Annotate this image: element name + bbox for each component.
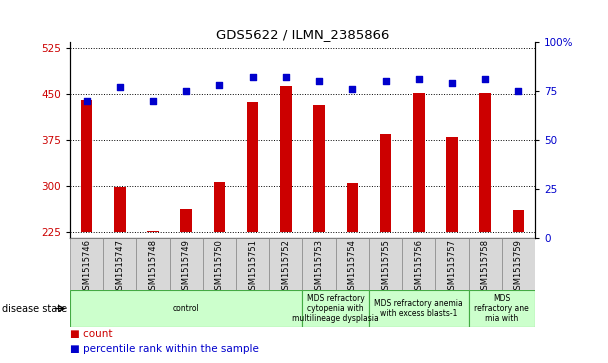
FancyBboxPatch shape — [302, 290, 369, 327]
Title: GDS5622 / ILMN_2385866: GDS5622 / ILMN_2385866 — [216, 28, 389, 41]
FancyBboxPatch shape — [103, 238, 136, 290]
Text: MDS refractory
cytopenia with
multilineage dysplasia: MDS refractory cytopenia with multilinea… — [292, 294, 379, 323]
Point — [115, 84, 125, 90]
Bar — [313, 105, 325, 232]
Text: GSM1515751: GSM1515751 — [248, 239, 257, 295]
Text: GSM1515752: GSM1515752 — [282, 239, 291, 295]
Text: control: control — [173, 304, 199, 313]
Text: GSM1515749: GSM1515749 — [182, 239, 191, 295]
Text: GSM1515753: GSM1515753 — [314, 239, 323, 295]
Point — [181, 88, 191, 94]
FancyBboxPatch shape — [302, 238, 336, 290]
Bar — [380, 134, 392, 232]
Text: MDS
refractory ane
mia with: MDS refractory ane mia with — [474, 294, 529, 323]
Text: GSM1515759: GSM1515759 — [514, 239, 523, 295]
FancyBboxPatch shape — [336, 238, 369, 290]
Bar — [213, 182, 225, 232]
Text: GSM1515747: GSM1515747 — [116, 239, 124, 295]
Text: GSM1515755: GSM1515755 — [381, 239, 390, 295]
FancyBboxPatch shape — [469, 290, 535, 327]
Text: GSM1515750: GSM1515750 — [215, 239, 224, 295]
Text: ■ count: ■ count — [70, 329, 112, 339]
FancyBboxPatch shape — [469, 238, 502, 290]
Bar — [413, 93, 424, 232]
Bar — [114, 187, 126, 232]
Point — [248, 74, 258, 80]
FancyBboxPatch shape — [236, 238, 269, 290]
Bar — [147, 231, 159, 232]
Point — [148, 98, 158, 103]
Point — [347, 86, 357, 92]
Point — [514, 88, 523, 94]
Bar — [247, 102, 258, 232]
Point — [314, 78, 324, 84]
FancyBboxPatch shape — [402, 238, 435, 290]
Text: GSM1515758: GSM1515758 — [481, 239, 489, 295]
FancyBboxPatch shape — [203, 238, 236, 290]
Point — [381, 78, 390, 84]
Text: MDS refractory anemia
with excess blasts-1: MDS refractory anemia with excess blasts… — [375, 299, 463, 318]
Text: GSM1515754: GSM1515754 — [348, 239, 357, 295]
Text: GSM1515748: GSM1515748 — [148, 239, 157, 295]
FancyBboxPatch shape — [435, 238, 469, 290]
FancyBboxPatch shape — [269, 238, 302, 290]
Text: ■ percentile rank within the sample: ■ percentile rank within the sample — [70, 344, 259, 354]
Text: GSM1515757: GSM1515757 — [447, 239, 457, 295]
Point — [215, 82, 224, 88]
Text: disease state: disease state — [2, 303, 67, 314]
Bar — [347, 183, 358, 232]
Bar — [81, 100, 92, 232]
FancyBboxPatch shape — [70, 238, 103, 290]
Bar — [181, 209, 192, 232]
Point — [81, 98, 91, 103]
Bar — [479, 93, 491, 232]
Point — [414, 76, 424, 82]
Bar — [513, 210, 524, 232]
Bar — [446, 137, 458, 232]
FancyBboxPatch shape — [502, 238, 535, 290]
FancyBboxPatch shape — [136, 238, 170, 290]
Text: GSM1515756: GSM1515756 — [414, 239, 423, 295]
Bar — [280, 86, 292, 232]
FancyBboxPatch shape — [170, 238, 203, 290]
FancyBboxPatch shape — [70, 290, 302, 327]
FancyBboxPatch shape — [369, 238, 402, 290]
FancyBboxPatch shape — [369, 290, 469, 327]
Point — [447, 80, 457, 86]
Point — [480, 76, 490, 82]
Point — [281, 74, 291, 80]
Text: GSM1515746: GSM1515746 — [82, 239, 91, 295]
